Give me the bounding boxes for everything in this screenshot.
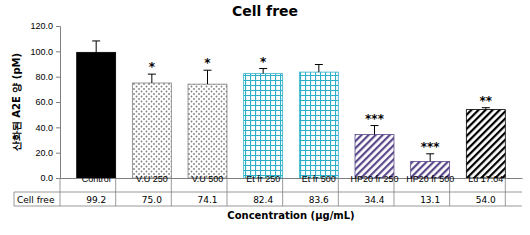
bar <box>188 84 227 178</box>
tick-label: Lu 17.04 <box>468 174 503 184</box>
error-bar <box>92 41 100 52</box>
tick: 100.0 <box>30 47 60 57</box>
tick-label: 60.0 <box>35 97 53 107</box>
significance: ** <box>480 94 493 108</box>
bar <box>466 110 505 178</box>
tick: HP20 fr 500 <box>406 174 454 184</box>
error-bar <box>426 154 434 162</box>
error-bar <box>204 70 212 84</box>
significance: * <box>204 56 211 70</box>
title: Cell free <box>232 3 298 19</box>
tick-label: V.U 500 <box>192 174 224 184</box>
tick: HP20 fr 250 <box>350 174 398 184</box>
error-bar <box>148 74 156 83</box>
tick-label: 20.0 <box>35 148 53 158</box>
tick-mark <box>56 51 60 52</box>
tick-label: 100.0 <box>30 47 53 57</box>
tick-label: 120.0 <box>30 21 53 31</box>
significance: * <box>149 60 156 74</box>
x-axis: Control V.U 250 V.U 500 Et fr 250 Et fr 500 H… <box>61 174 523 184</box>
tick: 40.0 <box>35 123 60 133</box>
tick-mark <box>56 153 60 154</box>
bar <box>355 134 394 178</box>
tick: 120.0 <box>30 21 60 31</box>
tick-mark <box>56 77 60 78</box>
data-label: 75.0 <box>142 195 162 205</box>
tick: 0.0 <box>40 173 60 183</box>
tick-mark <box>56 26 60 27</box>
y-axis: 0.0 20.0 40.0 60.0 80.0 100.0 120.0 <box>30 21 60 183</box>
data-label: 54.0 <box>476 195 496 205</box>
table-line <box>14 192 522 193</box>
tick: V.U 500 <box>192 174 224 184</box>
x-axis-title: Concentration (μg/mL) <box>227 210 354 221</box>
table-row-label: Cell free <box>17 195 55 205</box>
tick-label: V.U 250 <box>136 174 168 184</box>
tick-label: Control <box>82 174 111 184</box>
error-bar <box>482 108 490 110</box>
tick: 20.0 <box>35 148 60 158</box>
data-label: 99.2 <box>86 195 106 205</box>
error-bar <box>315 65 323 73</box>
error-bar <box>370 126 378 135</box>
tick-mark <box>56 102 60 103</box>
table-line <box>14 206 522 207</box>
tick-label: 0.0 <box>40 173 53 183</box>
tick-label: 40.0 <box>35 123 53 133</box>
tick-mark <box>56 178 60 179</box>
tick-label: Et fr 250 <box>246 174 280 184</box>
data-label: 74.1 <box>197 195 217 205</box>
data-label: 13.1 <box>420 195 440 205</box>
tick: 80.0 <box>35 72 60 82</box>
error-bar <box>259 69 267 74</box>
significance: *** <box>421 140 441 154</box>
table-line <box>14 192 15 206</box>
bar <box>299 72 338 178</box>
significance: * <box>260 55 267 69</box>
tick-label: 80.0 <box>35 72 53 82</box>
tick: V.U 250 <box>136 174 168 184</box>
tick-mark <box>56 127 60 128</box>
axis-line <box>56 27 61 179</box>
tick-label: HP20 fr 500 <box>406 174 454 184</box>
data-table <box>14 178 522 206</box>
tick-label: Et fr 500 <box>302 174 336 184</box>
bar <box>132 83 171 178</box>
bar <box>244 74 283 178</box>
significance: *** <box>365 112 385 126</box>
tick: Et fr 500 <box>302 174 336 184</box>
tick: Control <box>82 174 111 184</box>
tick: Et fr 250 <box>246 174 280 184</box>
bar <box>77 52 116 178</box>
chart: Cell free 0.0 20.0 40.0 60.0 80.0 100.0 120.0 산화… <box>0 0 530 235</box>
tick: 60.0 <box>35 97 60 107</box>
data-label: 34.4 <box>364 195 384 205</box>
data-label: 82.4 <box>253 195 273 205</box>
marks <box>77 41 506 178</box>
data-label: 83.6 <box>309 195 329 205</box>
tick: Lu 17.04 <box>468 174 503 184</box>
y-axis-title: 산화된 A2E 양 (pM) <box>11 53 22 151</box>
tick-label: HP20 fr 250 <box>350 174 398 184</box>
